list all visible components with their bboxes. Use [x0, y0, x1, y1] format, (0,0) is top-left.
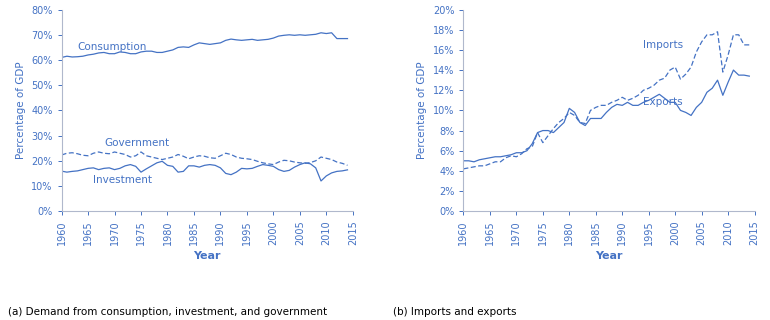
X-axis label: Year: Year [193, 251, 221, 260]
Text: (a) Demand from consumption, investment, and government: (a) Demand from consumption, investment,… [8, 307, 326, 317]
Text: Investment: Investment [93, 175, 152, 185]
Y-axis label: Percentage of GDP: Percentage of GDP [15, 61, 25, 159]
Text: Imports: Imports [644, 40, 684, 50]
Text: Consumption: Consumption [78, 43, 147, 52]
X-axis label: Year: Year [595, 251, 623, 260]
Text: Exports: Exports [644, 97, 683, 108]
Text: Government: Government [104, 138, 169, 148]
Text: (b) Imports and exports: (b) Imports and exports [393, 307, 516, 317]
Y-axis label: Percentage of GDP: Percentage of GDP [417, 61, 427, 159]
